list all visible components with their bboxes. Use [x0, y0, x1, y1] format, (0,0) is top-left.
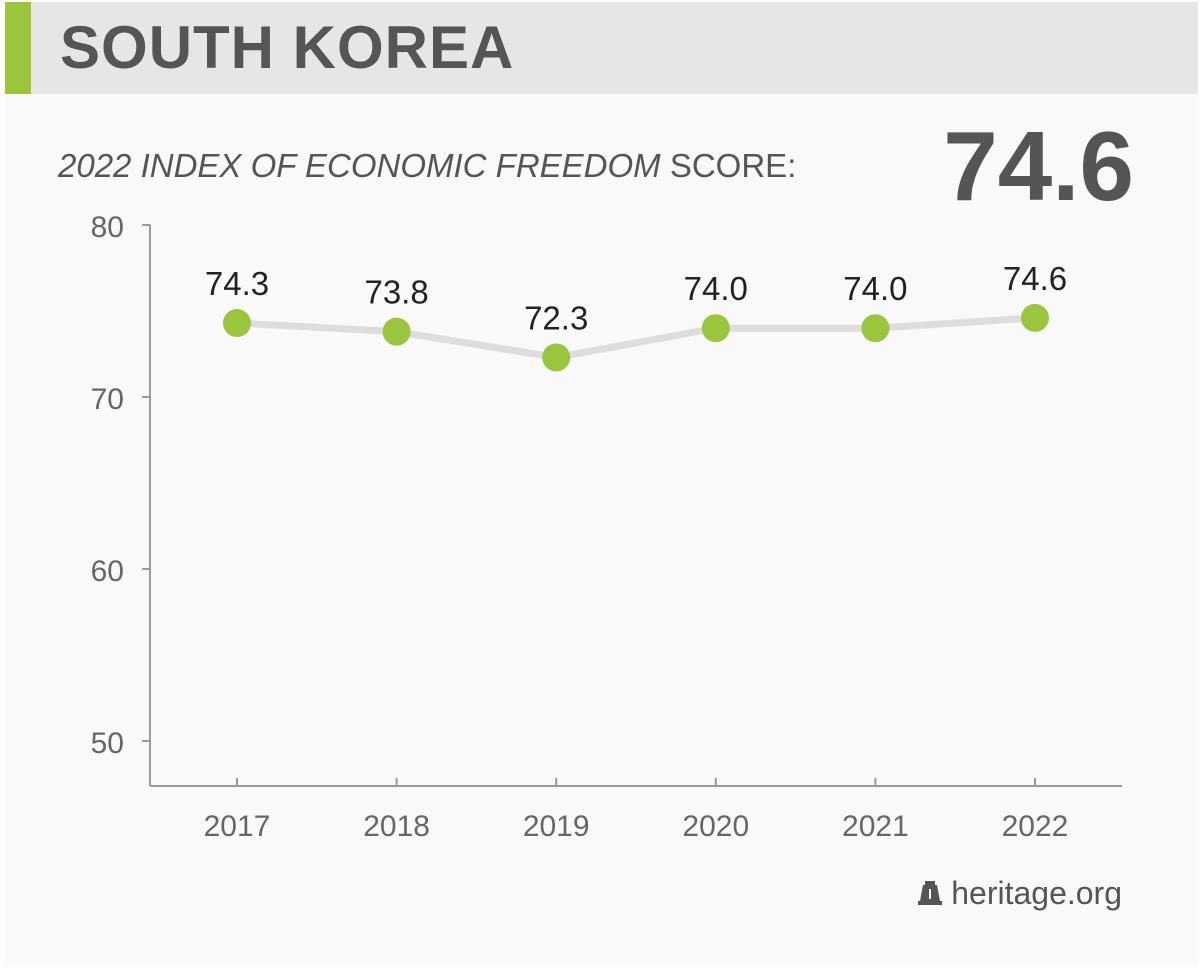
accent-bar [5, 2, 31, 94]
data-label: 74.0 [843, 270, 907, 307]
data-point [542, 343, 571, 372]
y-tick-label: 50 [91, 727, 124, 760]
data-point [701, 314, 730, 343]
data-label: 74.6 [1003, 260, 1067, 297]
y-tick-label: 80 [91, 211, 124, 244]
source-credit: heritage.org [915, 875, 1122, 912]
source-text: heritage.org [951, 875, 1122, 911]
subtitle-plain: SCORE: [660, 147, 797, 184]
series-line [233, 314, 1039, 361]
data-label: 72.3 [524, 299, 588, 336]
data-point [1021, 303, 1049, 332]
x-tick-label: 2017 [204, 810, 271, 843]
x-tick-label: 2019 [523, 810, 590, 843]
chart-subtitle: 2022 INDEX OF ECONOMIC FREEDOM SCORE: [58, 144, 796, 188]
header-band [5, 2, 1198, 94]
data-label: 74.0 [684, 270, 748, 307]
liberty-bell-icon [918, 880, 943, 905]
x-tick-label: 2020 [682, 810, 749, 843]
data-label: 73.8 [364, 274, 428, 311]
chart-background [5, 2, 1198, 966]
y-tick-label: 60 [91, 555, 124, 588]
subtitle-italic: 2022 INDEX OF ECONOMIC FREEDOM [58, 147, 661, 184]
x-tick-label: 2022 [1002, 810, 1069, 843]
x-tick-label: 2018 [363, 810, 430, 843]
overall-score: 74.6 [943, 111, 1134, 221]
data-point [861, 314, 890, 343]
data-label: 74.3 [205, 265, 269, 302]
x-tick-label: 2021 [842, 810, 909, 843]
country-title: SOUTH KOREA [60, 14, 515, 81]
y-tick-label: 70 [91, 383, 124, 416]
data-point [223, 309, 251, 338]
data-point [382, 317, 411, 346]
